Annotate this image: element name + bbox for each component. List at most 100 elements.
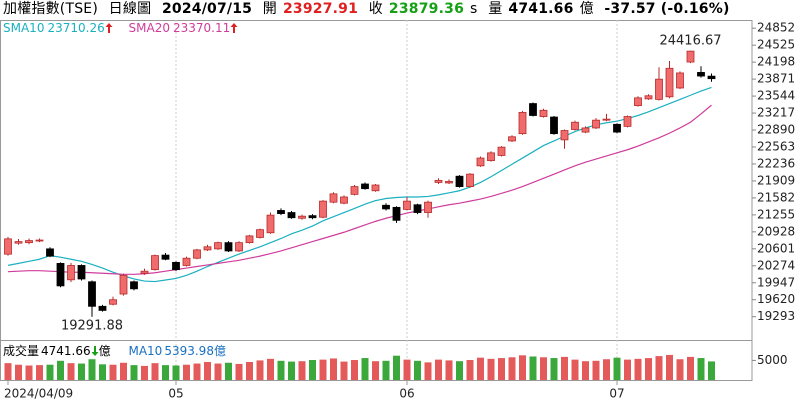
volume-bar: [687, 356, 694, 380]
volume-bar: [456, 361, 463, 380]
moving-average-line: [7, 104, 712, 275]
volume-bar: [655, 356, 663, 380]
volume-bar: [109, 364, 117, 380]
volume-bar: [382, 360, 390, 380]
candle-body: [655, 78, 663, 100]
up-arrow: [105, 23, 113, 33]
candle-body: [214, 242, 222, 250]
volume-bar: [78, 363, 85, 380]
volume-bar: [361, 358, 369, 380]
volume-bar: [267, 358, 274, 380]
candle-body: [434, 179, 443, 183]
volume-bar: [571, 359, 579, 380]
y-tick-label: 21255: [757, 207, 795, 221]
volume-bar: [67, 363, 75, 380]
candle-body: [235, 242, 243, 252]
volume-bar: [130, 365, 138, 380]
y-tick-label: 20601: [757, 241, 795, 255]
y-tick-label: 21582: [757, 190, 795, 204]
volume-bar: [172, 365, 180, 380]
candle-body: [193, 249, 201, 259]
candle-body: [686, 50, 695, 63]
volume-bar: [25, 365, 33, 380]
volume-bar: [645, 358, 652, 380]
up-arrow: [230, 23, 238, 33]
candle-body: [329, 193, 338, 203]
close-flag: s: [470, 1, 478, 17]
volume-bar: [592, 360, 600, 380]
candle-body: [14, 241, 23, 244]
y-tick-label: 21909: [757, 173, 795, 187]
candle-body: [560, 130, 569, 141]
x-tick-label: 06: [399, 387, 414, 401]
volume-bar: [582, 361, 589, 380]
candle-body: [266, 214, 275, 234]
candle-body: [46, 248, 54, 257]
unit: 億: [213, 344, 226, 358]
volume-bar: [393, 355, 400, 380]
moving-average-line: [7, 86, 712, 283]
candle-body: [182, 257, 191, 266]
candle-body: [140, 270, 149, 274]
y-tick-label: 22890: [757, 123, 795, 137]
low-annotation: 19291.88: [61, 318, 123, 333]
candle-body: [256, 229, 264, 238]
high-annotation: 24416.67: [659, 33, 721, 48]
candle-body: [403, 200, 411, 210]
candle-body: [550, 116, 558, 135]
candle-body: [350, 186, 359, 195]
unit: 億: [98, 344, 111, 358]
legend-value: 23370.11: [173, 21, 231, 35]
volume-bar: [351, 360, 358, 380]
volume-bar: [372, 361, 379, 380]
volume-bar: [36, 365, 43, 380]
volume-bar: [487, 358, 495, 380]
volume-bar: [120, 362, 127, 380]
candle-body: [308, 215, 317, 219]
volume-bar: [298, 361, 306, 380]
candle-body: [151, 255, 159, 271]
volume-legend: 成交量 4741.66 億 MA10 5393.98億: [3, 343, 229, 359]
candle-body: [613, 123, 621, 133]
volume-value: 4741.66: [508, 1, 574, 17]
volume-bar: [204, 361, 211, 380]
candle-body: [539, 109, 548, 117]
volume-bar: [508, 357, 516, 380]
volume-bar: [340, 361, 348, 380]
volume-bar: [550, 358, 558, 380]
candle-body: [277, 210, 285, 214]
legend-name: SMA20: [128, 21, 170, 35]
volume-bar: [666, 354, 673, 380]
close-label: 收: [368, 1, 383, 17]
volume-bar: [540, 357, 547, 380]
volume-bar: [99, 364, 106, 380]
volume-ma-value: 5393.98: [164, 344, 214, 358]
candle-body: [602, 118, 611, 121]
candle-body: [319, 200, 327, 218]
y-tick-label: 22236: [757, 156, 795, 170]
candle-body: [455, 175, 464, 187]
volume-bar: [424, 362, 432, 380]
volume-bar: [330, 358, 337, 380]
change: -37.57 (-0.16%): [604, 1, 730, 17]
volume-bar: [676, 359, 684, 380]
candle-body: [361, 183, 369, 190]
date: 2024/07/15: [161, 1, 253, 17]
volume-ma-name: MA10: [128, 344, 163, 358]
volume-last: 4741.66: [41, 344, 91, 358]
volume-bar: [561, 356, 568, 380]
y-tick-label: 23217: [757, 106, 795, 120]
volume-bar: [445, 360, 453, 380]
legend-value: 23710.26: [47, 21, 105, 35]
volume-bar: [256, 360, 264, 380]
candle-body: [634, 97, 642, 107]
down-arrow: [91, 346, 99, 356]
candle-body: [371, 184, 380, 192]
legend-name: SMA10: [3, 21, 45, 35]
candle-body: [172, 261, 180, 271]
candle-body: [287, 212, 296, 219]
candle-body: [109, 299, 117, 305]
volume-bar: [603, 359, 610, 380]
